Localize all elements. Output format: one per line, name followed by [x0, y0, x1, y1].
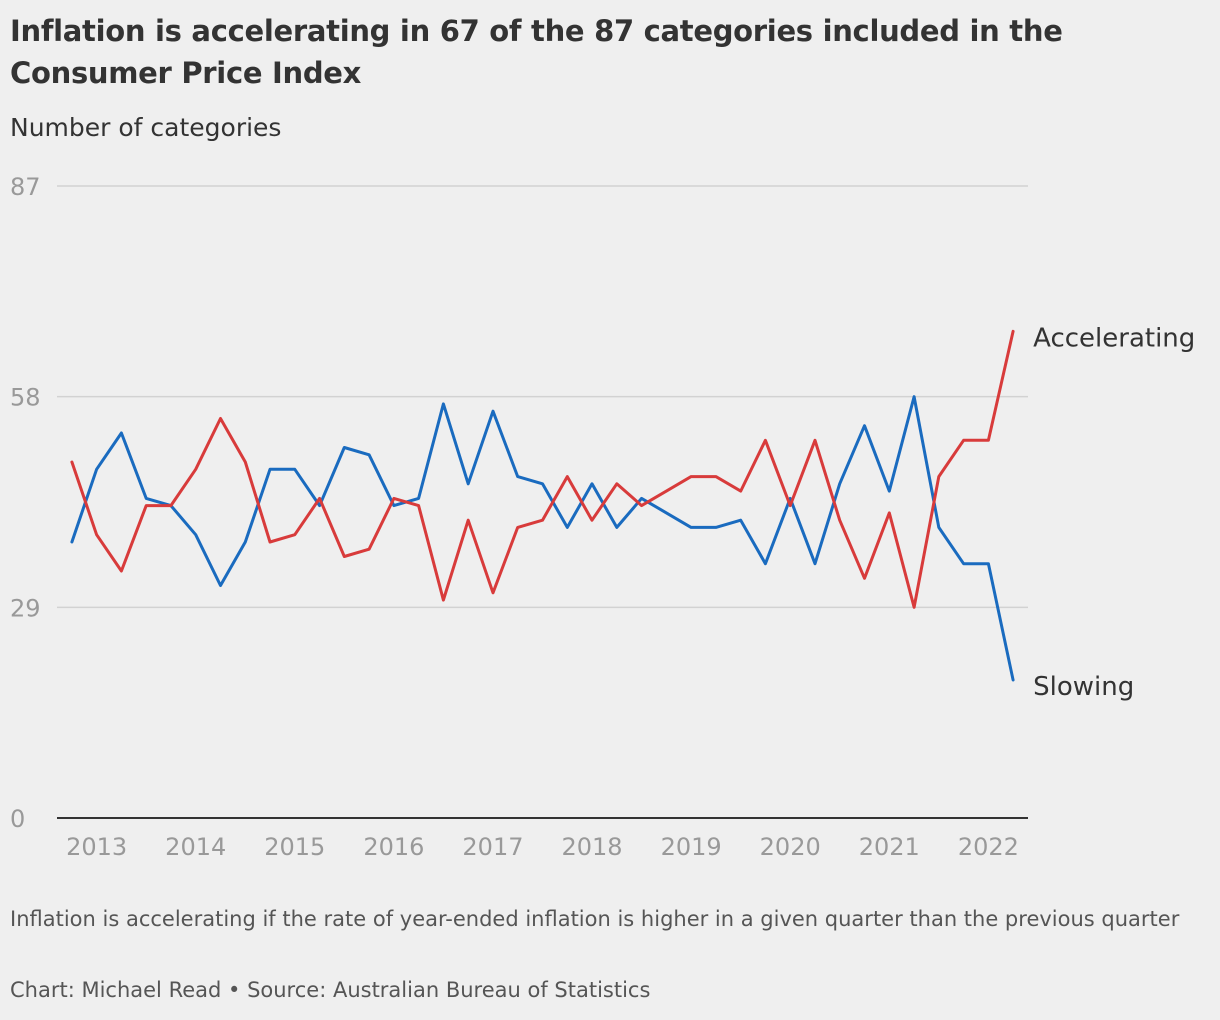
- series-line-slowing: [70, 395, 1015, 682]
- y-tick-labels: 0 29 58 87: [10, 173, 41, 833]
- series-end-labels: Accelerating Slowing: [1033, 323, 1195, 702]
- chart-source: Chart: Michael Read • Source: Australian…: [10, 978, 651, 1002]
- gridlines: [57, 185, 1028, 819]
- y-tick-label: 58: [10, 384, 41, 412]
- series-line-accelerating: [70, 329, 1015, 609]
- x-tick-label: 2014: [165, 833, 226, 861]
- chart-notes: Inflation is accelerating if the rate of…: [10, 907, 1180, 931]
- x-tick-label: 2020: [760, 833, 821, 861]
- x-tick-labels: 2013 2014 2015 2016 2017 2018 2019 2020 2021 2022: [66, 833, 1019, 861]
- x-tick-label: 2018: [562, 833, 623, 861]
- x-tick-label: 2017: [462, 833, 523, 861]
- x-tick-label: 2016: [363, 833, 424, 861]
- x-tick-label: 2021: [859, 833, 920, 861]
- series-lines: [70, 329, 1015, 682]
- x-tick-label: 2019: [661, 833, 722, 861]
- y-axis-label: Number of categories: [10, 113, 282, 142]
- y-tick-label: 29: [10, 594, 41, 622]
- y-tick-label: 87: [10, 173, 41, 201]
- y-tick-label: 0: [10, 805, 25, 833]
- series-label-slowing: Slowing: [1033, 672, 1134, 702]
- x-tick-label: 2015: [264, 833, 325, 861]
- series-label-accelerating: Accelerating: [1033, 323, 1195, 353]
- line-chart: 0 29 58 87 2013 2014 2015 2016 2017 2018 2019 2020…: [10, 173, 1195, 861]
- chart-title: Inflation is accelerating in 67 of the 8…: [10, 14, 1063, 90]
- x-tick-label: 2022: [958, 833, 1019, 861]
- x-tick-label: 2013: [66, 833, 127, 861]
